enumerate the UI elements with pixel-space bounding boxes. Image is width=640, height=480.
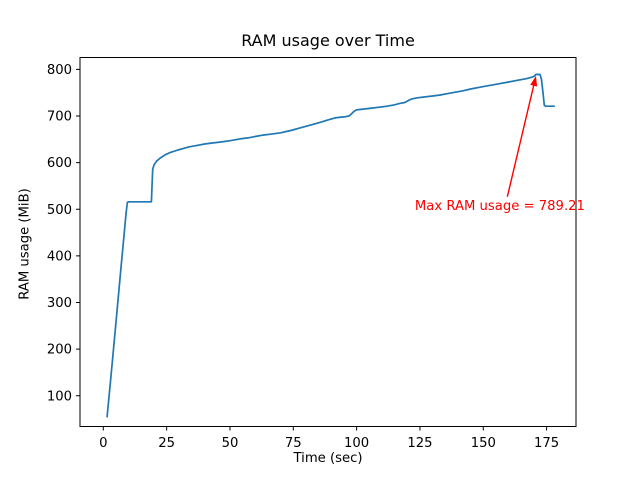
x-tick-label: 100 <box>344 436 369 451</box>
max-ram-annotation: Max RAM usage = 789.21 <box>414 198 585 214</box>
x-tick-label: 50 <box>222 436 239 451</box>
y-tick-label: 700 <box>47 110 72 125</box>
y-tick-label: 200 <box>47 343 72 358</box>
x-tick-label: 25 <box>158 436 175 451</box>
annotation-arrow-head <box>530 75 538 87</box>
y-tick-label: 600 <box>47 156 72 171</box>
y-tick-label: 100 <box>47 389 72 404</box>
plot-frame <box>79 57 577 427</box>
y-tick-label: 500 <box>47 203 72 218</box>
x-tick-label: 75 <box>285 436 302 451</box>
y-axis-label: RAM usage (MiB) <box>17 188 33 300</box>
y-tick-label: 400 <box>47 249 72 264</box>
x-tick-label: 125 <box>407 436 432 451</box>
chart-title: RAM usage over Time <box>241 31 415 50</box>
ram-usage-line <box>106 73 556 418</box>
annotation-arrow-line <box>506 79 536 197</box>
y-tick-label: 800 <box>47 63 72 78</box>
x-tick-label: 150 <box>471 436 496 451</box>
x-axis-label: Time (sec) <box>293 451 363 466</box>
x-tick-label: 175 <box>534 436 559 451</box>
x-tick-label: 0 <box>99 436 107 451</box>
y-tick-label: 300 <box>47 296 72 311</box>
